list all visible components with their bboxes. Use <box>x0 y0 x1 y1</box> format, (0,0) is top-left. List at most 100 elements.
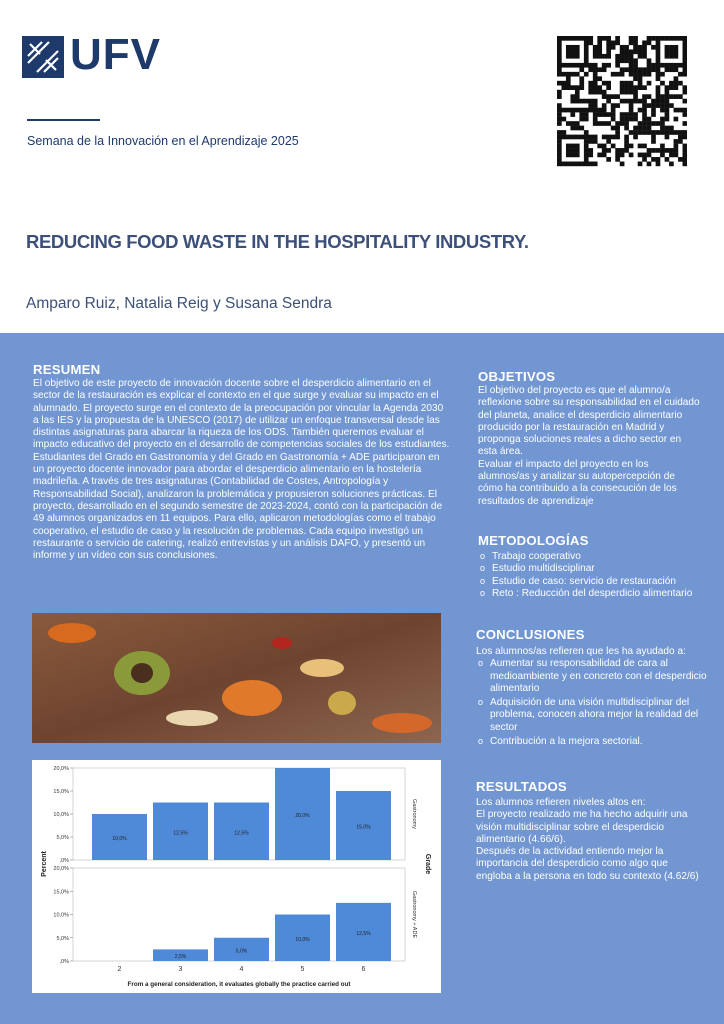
qr-module <box>610 107 616 113</box>
qr-module <box>682 107 687 113</box>
bullet-list: Trabajo cooperativo Estudio multidiscipl… <box>478 550 710 600</box>
qr-module <box>597 40 603 46</box>
qr-module <box>628 85 634 90</box>
qr-module <box>606 121 611 126</box>
qr-module <box>570 71 576 77</box>
paragraph: Evaluar el impacto del proyecto en los a… <box>478 458 677 507</box>
section-text: El objetivo de este proyecto de innovaci… <box>33 378 451 562</box>
qr-module <box>574 89 580 95</box>
list-item: Aumentar su responsabilidad de cara al m… <box>476 657 708 695</box>
qr-module <box>682 67 687 73</box>
qr-module <box>669 94 674 99</box>
qr-module <box>669 161 674 167</box>
qr-module <box>642 103 647 108</box>
qr-module <box>628 152 634 158</box>
qr-module <box>637 49 643 55</box>
qr-module <box>642 67 647 73</box>
qr-module <box>624 44 629 50</box>
qr-module <box>583 161 589 167</box>
qr-module <box>673 85 679 90</box>
qr-module <box>565 36 571 41</box>
qr-module <box>570 53 576 59</box>
qr-module <box>601 103 607 108</box>
qr-module <box>601 62 607 68</box>
qr-module <box>565 107 571 113</box>
qr-module <box>637 80 643 86</box>
section-heading: RESULTADOS <box>476 779 567 794</box>
qr-module <box>583 44 589 50</box>
qr-module <box>592 67 598 73</box>
qr-module <box>592 98 598 104</box>
qr-module <box>579 112 585 117</box>
qr-module <box>628 103 634 108</box>
value-label: 12,5% <box>173 830 188 836</box>
qr-module <box>583 107 589 113</box>
qr-module <box>633 67 638 73</box>
qr-module <box>633 58 638 64</box>
qr-module <box>610 112 616 117</box>
qr-module <box>557 112 562 117</box>
qr-module <box>642 53 647 59</box>
section-text: Trabajo cooperativo Estudio multidiscipl… <box>478 550 710 600</box>
qr-module <box>673 62 679 68</box>
qr-module <box>628 36 634 41</box>
qr-module <box>592 103 598 108</box>
qr-module <box>660 116 665 122</box>
qr-module <box>655 71 661 77</box>
qr-module <box>570 148 576 153</box>
qr-module <box>628 107 634 113</box>
paragraph: Los alumnos/as refieren que les ha ayuda… <box>476 646 686 657</box>
qr-module <box>660 143 665 149</box>
qr-module <box>592 49 598 55</box>
qr-module <box>601 80 607 86</box>
qr-module <box>628 62 634 68</box>
qr-module <box>579 116 585 122</box>
qr-module <box>646 58 652 64</box>
qr-module <box>633 94 638 99</box>
qr-module <box>588 80 594 86</box>
qr-module <box>651 130 656 135</box>
qr-module <box>660 148 665 153</box>
qr-module <box>615 121 620 126</box>
value-label: 2,5% <box>175 954 187 960</box>
qr-module <box>601 89 607 95</box>
bar <box>275 914 330 961</box>
qr-module <box>583 40 589 46</box>
qr-module <box>664 89 670 95</box>
qr-module <box>574 134 580 140</box>
qr-module <box>565 148 571 153</box>
qr-module <box>606 157 611 162</box>
qr-module <box>592 80 598 86</box>
qr-module <box>637 85 643 90</box>
qr-module <box>628 143 634 149</box>
qr-module <box>669 49 674 55</box>
qr-module <box>651 44 656 50</box>
qr-module <box>561 85 567 90</box>
qr-module <box>655 130 661 135</box>
qr-module <box>660 107 665 113</box>
qr-module <box>601 121 607 126</box>
qr-module <box>660 80 665 86</box>
qr-module <box>588 134 594 140</box>
qr-module <box>619 152 625 158</box>
qr-module <box>651 62 656 68</box>
y-tick-label: 15,0% <box>53 889 69 895</box>
bar <box>153 949 208 961</box>
qr-module <box>664 157 670 162</box>
qr-module <box>633 71 638 77</box>
qr-module <box>565 71 571 77</box>
qr-module <box>570 121 576 126</box>
qr-module <box>583 139 589 144</box>
qr-module <box>669 62 674 68</box>
qr-module <box>655 94 661 99</box>
qr-module <box>655 121 661 126</box>
qr-module <box>583 157 589 162</box>
qr-module <box>682 49 687 55</box>
qr-module <box>574 85 580 90</box>
qr-module <box>588 139 594 144</box>
qr-module <box>642 157 647 162</box>
section-text: Los alumnos refieren niveles altos en: E… <box>476 797 706 883</box>
qr-module <box>628 40 634 46</box>
paragraph: El proyecto realizado me ha hecho adquir… <box>476 809 688 845</box>
section-heading: CONCLUSIONES <box>476 627 585 642</box>
